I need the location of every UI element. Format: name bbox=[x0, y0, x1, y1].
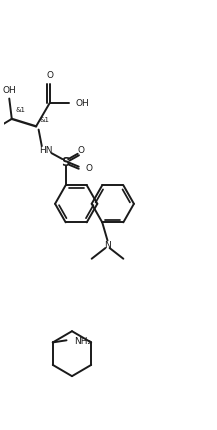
Text: N: N bbox=[104, 241, 111, 250]
Text: S: S bbox=[61, 156, 70, 169]
Text: &1: &1 bbox=[40, 117, 50, 123]
Text: O: O bbox=[85, 164, 92, 173]
Text: O: O bbox=[78, 146, 85, 155]
Text: NH₂: NH₂ bbox=[74, 336, 91, 345]
Text: &1: &1 bbox=[16, 107, 26, 113]
Text: O: O bbox=[46, 71, 53, 80]
Text: HN: HN bbox=[39, 146, 52, 155]
Text: OH: OH bbox=[75, 99, 89, 108]
Text: OH: OH bbox=[2, 86, 16, 95]
